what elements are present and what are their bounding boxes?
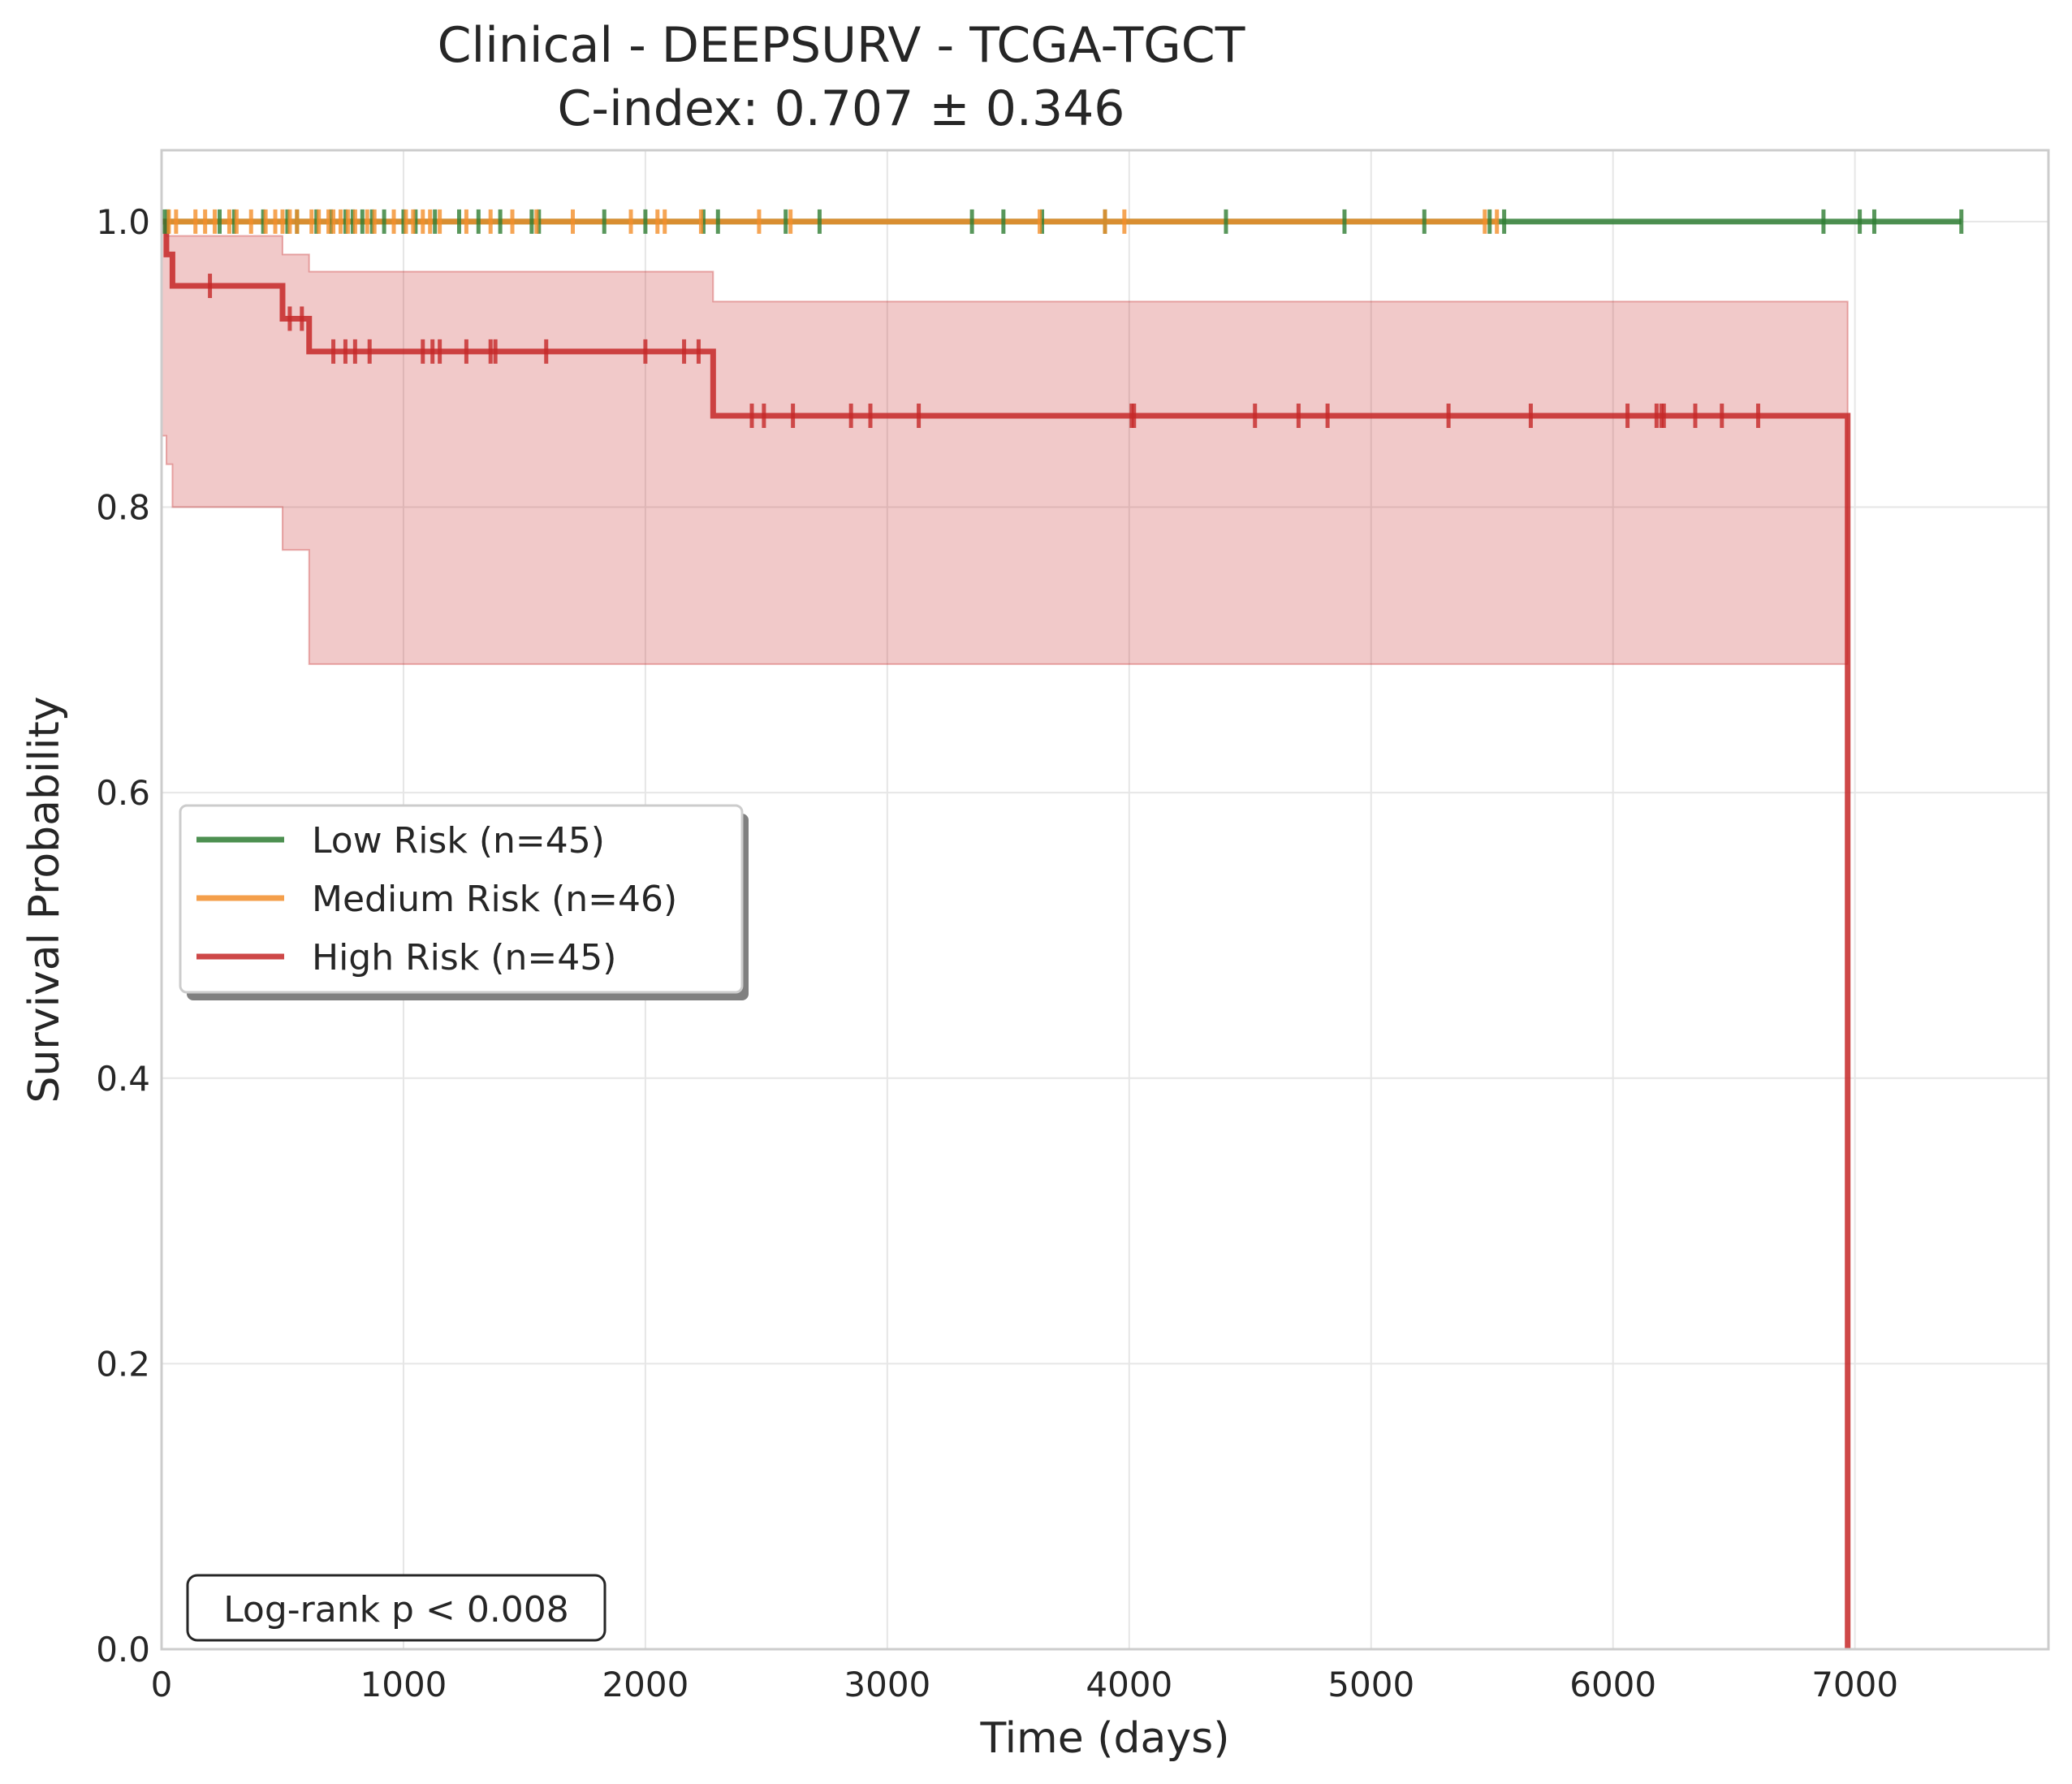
censor-marks: [162, 209, 1964, 429]
legend-label: High Risk (n=45): [312, 937, 616, 978]
x-axis-label: Time (days): [979, 1714, 1229, 1763]
chart-title-line1: Clinical - DEEPSURV - TCGA-TGCT: [438, 17, 1245, 74]
y-tick-label: 0.6: [96, 773, 150, 813]
legend: Low Risk (n=45) Medium Risk (n=46) High Ri…: [179, 804, 749, 1000]
x-tick-label: 2000: [602, 1665, 689, 1704]
x-tick-label: 6000: [1569, 1665, 1656, 1704]
x-axis-ticks: 0 1000 2000 3000 4000 5000 6000 7000: [151, 1665, 1898, 1704]
x-tick-label: 4000: [1086, 1665, 1172, 1704]
logrank-annotation: Log-rank p < 0.008: [186, 1574, 606, 1642]
chart-title-line2: C-index: 0.707 ± 0.346: [558, 80, 1125, 137]
x-tick-label: 3000: [844, 1665, 930, 1704]
survival-curve: [162, 218, 1851, 1649]
x-tick-label: 0: [151, 1665, 173, 1704]
legend-box: [179, 804, 744, 994]
y-tick-label: 0.4: [96, 1059, 150, 1099]
y-tick-label: 0.8: [96, 488, 150, 528]
legend-label: Medium Risk (n=46): [312, 879, 677, 920]
legend-items: Low Risk (n=45) Medium Risk (n=46) High Ri…: [196, 820, 677, 978]
y-axis-ticks: 0.0 0.2 0.4 0.6 0.8 1.0: [96, 202, 150, 1670]
logrank-box: [186, 1574, 606, 1642]
logrank-text: Log-rank p < 0.008: [223, 1589, 569, 1631]
y-tick-label: 0.0: [96, 1630, 150, 1670]
y-axis-label: Survival Probability: [20, 696, 69, 1103]
y-tick-label: 0.2: [96, 1344, 150, 1384]
x-tick-label: 5000: [1327, 1665, 1414, 1704]
x-tick-label: 1000: [360, 1665, 447, 1704]
plot-frame: [160, 149, 2050, 1651]
x-tick-label: 7000: [1811, 1665, 1898, 1704]
y-tick-label: 1.0: [96, 202, 150, 242]
legend-label: Low Risk (n=45): [312, 820, 605, 862]
